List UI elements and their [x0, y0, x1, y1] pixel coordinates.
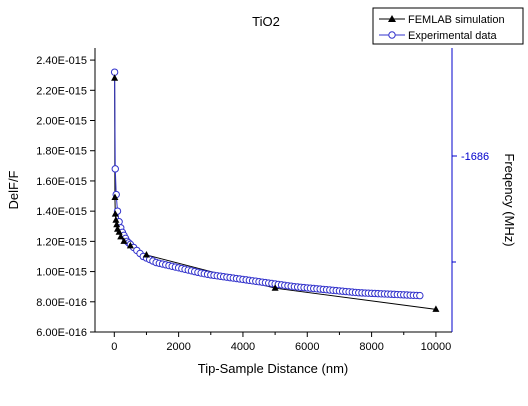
legend-femlab-label: FEMLAB simulation: [408, 14, 505, 26]
femlab-simulation-point: [432, 305, 440, 312]
femlab-simulation-point: [112, 216, 120, 223]
femlab-simulation-point: [111, 210, 119, 217]
y-tick-label: 8.00E-016: [36, 297, 87, 309]
femlab-simulation-point: [120, 237, 128, 244]
x-tick-label: 2000: [166, 341, 190, 353]
y-axis-title: DelF/F: [6, 170, 21, 209]
x-tick-label: 0: [111, 341, 117, 353]
femlab-simulation-point: [113, 220, 121, 228]
plot-area: [110, 68, 440, 312]
y-tick-label: 2.00E-015: [36, 116, 87, 128]
femlab-simulation-point: [126, 241, 134, 249]
legend: FEMLAB simulation Experimental data: [372, 7, 524, 45]
femlab-simulation-point: [271, 284, 279, 291]
x-tick-label: 4000: [231, 341, 255, 353]
legend-box: [372, 7, 524, 45]
x-tick-label: 6000: [295, 341, 319, 353]
x-ticks: 0 2000 4000 6000 8000 10000: [111, 332, 451, 353]
legend-femlab-marker: [388, 15, 396, 22]
y-tick-label: 1.40E-015: [36, 206, 87, 218]
x-axis-title: Tip-Sample Distance (nm): [198, 361, 349, 376]
femlab-simulation-point: [142, 250, 150, 258]
y-tick-label: 1.60E-015: [36, 176, 87, 188]
x-tick-label: 10000: [421, 341, 452, 353]
y-ticks: 6.00E-016 8.00E-016 1.00E-015 1.20E-015 1.40…: [36, 55, 95, 339]
experimental-data-point: [416, 291, 424, 300]
femlab-simulation-line: [114, 78, 436, 310]
y-tick-label: 2.20E-015: [36, 85, 87, 97]
legend-experimental-label: Experimental data: [408, 30, 498, 42]
femlab-simulation-point: [117, 232, 125, 240]
femlab-simulation-point: [111, 193, 119, 201]
y-tick-label: 6.00E-016: [36, 327, 87, 339]
experimental-data-point: [111, 165, 119, 173]
right-y-tick-label: -1686: [461, 151, 489, 163]
right-y-axis-title: Freqency (MHz): [502, 153, 517, 246]
y-tick-label: 1.00E-015: [36, 267, 87, 279]
chart-title: TiO2: [252, 14, 280, 29]
y-tick-label: 1.20E-015: [36, 236, 87, 248]
y-tick-label: 2.40E-015: [36, 55, 87, 67]
x-tick-label: 8000: [359, 341, 383, 353]
y-tick-label: 1.80E-015: [36, 146, 87, 158]
legend-experimental-marker: [388, 31, 396, 39]
femlab-simulation-point: [111, 74, 119, 81]
